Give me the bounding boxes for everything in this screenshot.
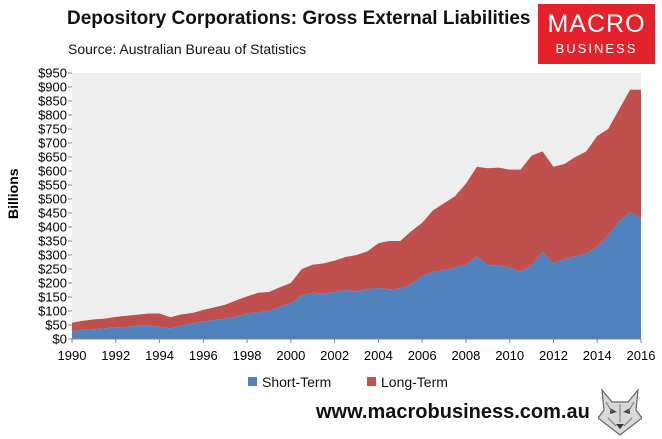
y-tick-label: $450 bbox=[38, 206, 67, 221]
series-area-long-term bbox=[72, 89, 641, 332]
y-tick-label: $550 bbox=[38, 178, 67, 193]
x-tick-label: 2014 bbox=[583, 348, 612, 363]
legend-item-long-term[interactable]: Long-Term bbox=[367, 374, 448, 390]
y-tick-label: $800 bbox=[38, 108, 67, 123]
x-tick-label: 2000 bbox=[276, 348, 305, 363]
website-url[interactable]: www.macrobusiness.com.au bbox=[316, 401, 590, 423]
series-area-short-term bbox=[72, 211, 641, 339]
legend-label-short-term: Short-Term bbox=[262, 374, 332, 390]
y-tick-label: $200 bbox=[38, 276, 67, 291]
x-tick-label: 2004 bbox=[364, 348, 393, 363]
wolf-icon bbox=[598, 388, 642, 436]
y-tick-label: $100 bbox=[38, 304, 67, 319]
y-tick-label: $850 bbox=[38, 94, 67, 109]
x-tick-label: 1990 bbox=[58, 348, 87, 363]
y-tick-label: $250 bbox=[38, 262, 67, 277]
y-tick-label: $400 bbox=[38, 220, 67, 235]
y-tick-label: $650 bbox=[38, 150, 67, 165]
x-tick-label: 2008 bbox=[451, 348, 480, 363]
legend-item-short-term[interactable]: Short-Term bbox=[248, 374, 331, 390]
chart-legend: Short-Term Long-Term bbox=[0, 374, 662, 394]
x-tick-label: 2010 bbox=[495, 348, 524, 363]
y-tick-label: $950 bbox=[38, 66, 67, 81]
legend-swatch-long-term bbox=[367, 377, 376, 386]
x-tick-label: 2006 bbox=[408, 348, 437, 363]
x-tick-label: 2002 bbox=[320, 348, 349, 363]
chart-source: Source: Australian Bureau of Statistics bbox=[68, 41, 307, 57]
logo-line-2: BUSINESS bbox=[555, 41, 638, 56]
y-tick-label: $50 bbox=[45, 318, 67, 333]
legend-swatch-short-term bbox=[248, 377, 257, 386]
x-tick-label: 1998 bbox=[233, 348, 262, 363]
y-tick-label: $600 bbox=[38, 164, 67, 179]
y-tick-label: $350 bbox=[38, 234, 67, 249]
y-tick-label: $700 bbox=[38, 136, 67, 151]
legend-label-long-term: Long-Term bbox=[381, 374, 448, 390]
x-tick-label: 1992 bbox=[101, 348, 130, 363]
macrobusiness-logo[interactable]: MACRO BUSINESS bbox=[538, 4, 655, 64]
logo-line-1: MACRO bbox=[547, 10, 646, 38]
y-tick-label: $150 bbox=[38, 290, 67, 305]
y-tick-label: $750 bbox=[38, 122, 67, 137]
y-tick-label: $500 bbox=[38, 192, 67, 207]
y-tick-label: $0 bbox=[53, 332, 67, 347]
chart-title: Depository Corporations: Gross External … bbox=[67, 8, 531, 29]
x-tick-label: 2016 bbox=[627, 348, 656, 363]
x-tick-label: 1994 bbox=[145, 348, 174, 363]
x-tick-label: 1996 bbox=[189, 348, 218, 363]
y-tick-label: $300 bbox=[38, 248, 67, 263]
x-tick-label: 2012 bbox=[539, 348, 568, 363]
y-tick-label: $900 bbox=[38, 80, 67, 95]
